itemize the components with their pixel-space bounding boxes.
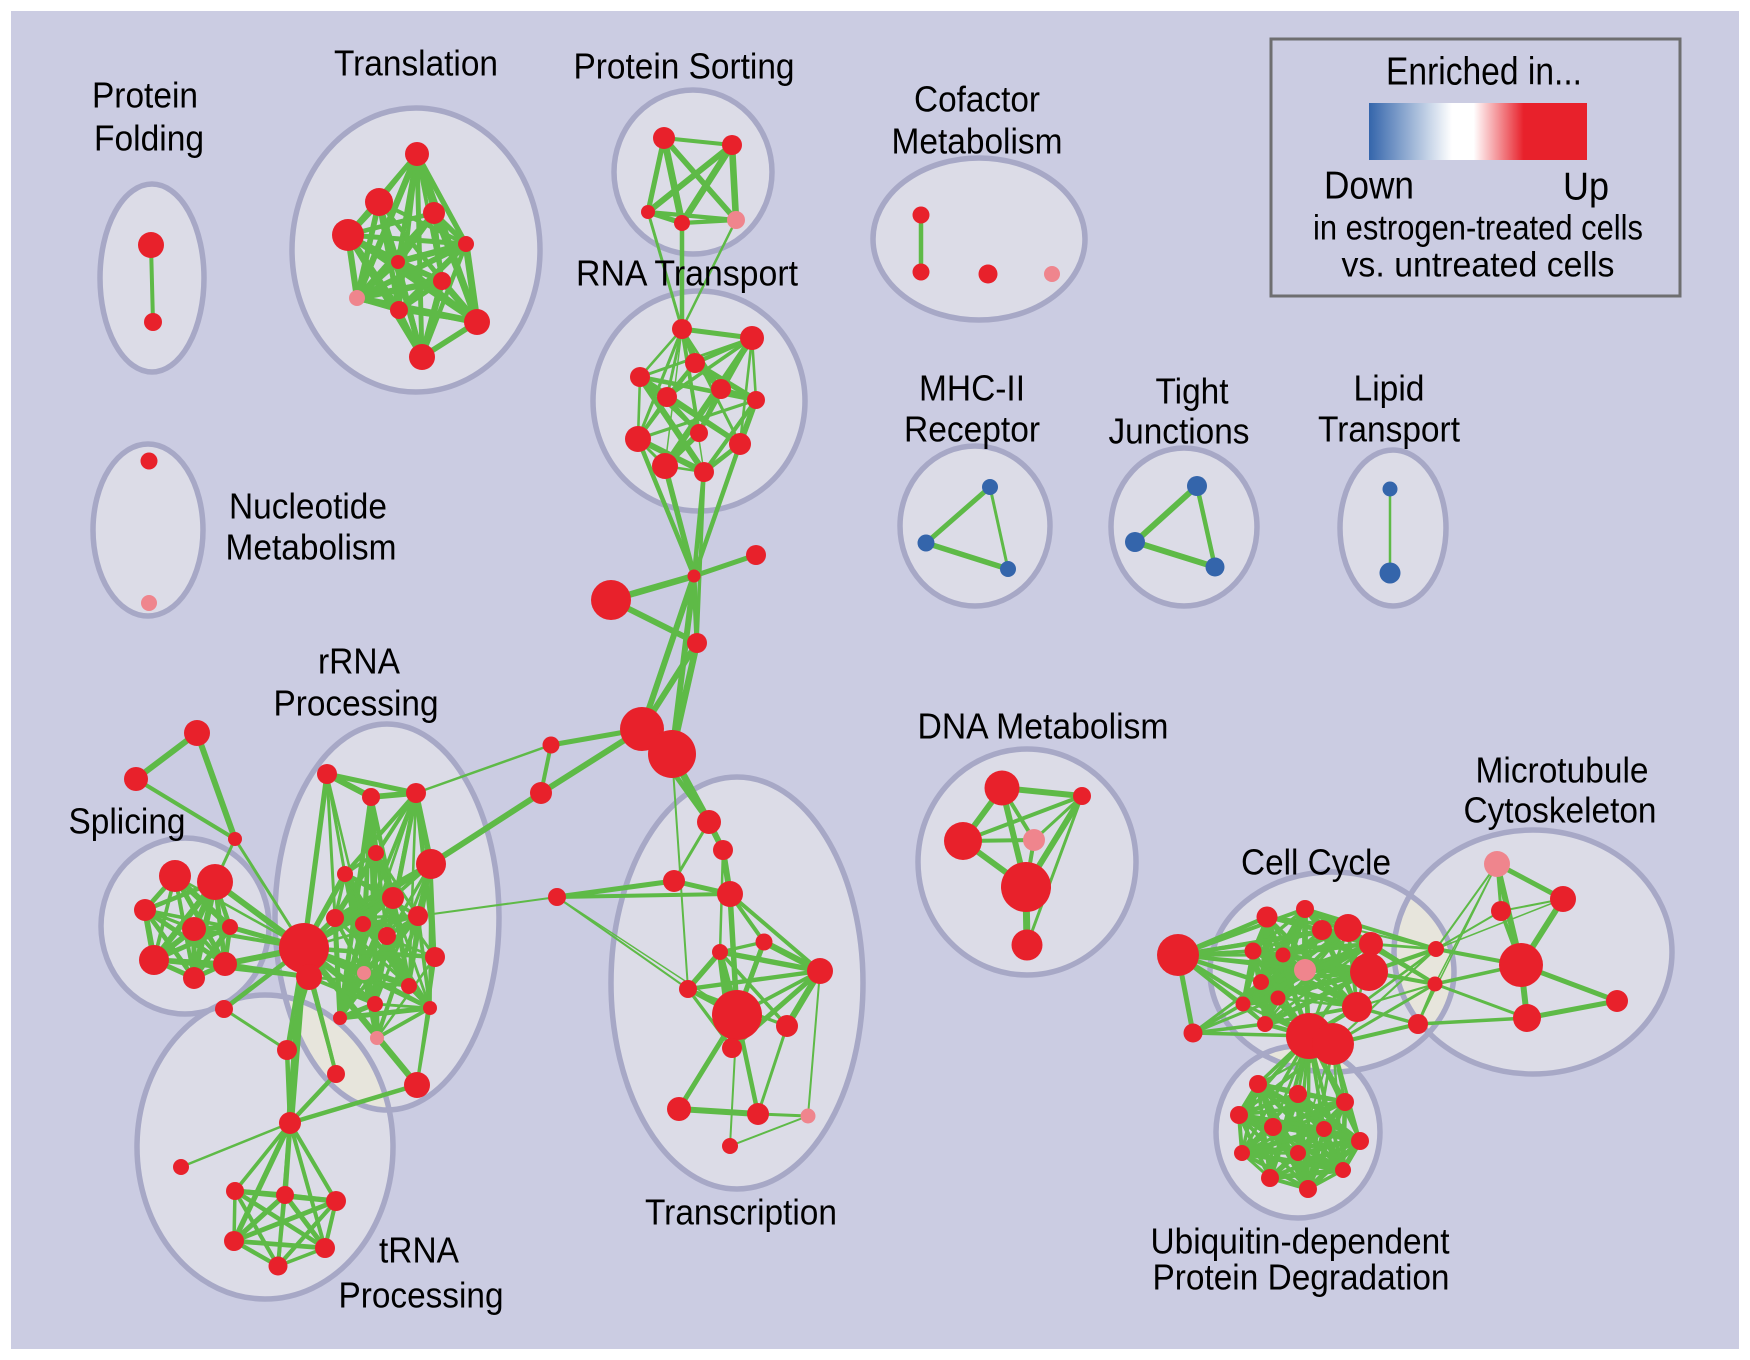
svg-text:Microtubule: Microtubule bbox=[1476, 750, 1649, 791]
svg-text:Splicing: Splicing bbox=[69, 801, 186, 842]
svg-text:Processing: Processing bbox=[274, 683, 439, 724]
svg-text:RNA Transport: RNA Transport bbox=[576, 253, 798, 294]
svg-text:Folding: Folding bbox=[94, 118, 204, 159]
svg-text:Translation: Translation bbox=[334, 43, 498, 84]
svg-text:Receptor: Receptor bbox=[904, 409, 1040, 450]
svg-text:Transcription: Transcription bbox=[645, 1192, 837, 1233]
svg-text:vs. untreated cells: vs. untreated cells bbox=[1342, 246, 1615, 285]
svg-text:Down: Down bbox=[1324, 165, 1414, 208]
svg-text:Enriched in...: Enriched in... bbox=[1386, 51, 1582, 94]
svg-text:in estrogen-treated cells: in estrogen-treated cells bbox=[1313, 209, 1643, 248]
svg-text:Lipid: Lipid bbox=[1354, 368, 1425, 409]
svg-text:Cofactor: Cofactor bbox=[914, 79, 1040, 120]
svg-text:rRNA: rRNA bbox=[318, 641, 400, 682]
svg-text:Protein: Protein bbox=[92, 75, 198, 116]
svg-text:Nucleotide: Nucleotide bbox=[229, 486, 387, 527]
svg-text:Cytoskeleton: Cytoskeleton bbox=[1464, 790, 1657, 831]
svg-text:Tight: Tight bbox=[1156, 371, 1229, 412]
svg-text:Metabolism: Metabolism bbox=[226, 527, 397, 568]
svg-text:Processing: Processing bbox=[339, 1275, 504, 1316]
svg-text:Protein Sorting: Protein Sorting bbox=[574, 46, 795, 87]
svg-text:Junctions: Junctions bbox=[1109, 411, 1250, 452]
svg-text:Protein Degradation: Protein Degradation bbox=[1153, 1257, 1450, 1298]
svg-text:DNA Metabolism: DNA Metabolism bbox=[918, 706, 1169, 747]
svg-text:Metabolism: Metabolism bbox=[892, 121, 1063, 162]
svg-text:tRNA: tRNA bbox=[379, 1230, 459, 1271]
svg-text:Up: Up bbox=[1563, 166, 1609, 209]
svg-text:MHC-II: MHC-II bbox=[919, 368, 1025, 409]
svg-text:Cell Cycle: Cell Cycle bbox=[1241, 842, 1391, 883]
svg-text:Ubiquitin-dependent: Ubiquitin-dependent bbox=[1151, 1221, 1450, 1262]
svg-text:Transport: Transport bbox=[1318, 409, 1460, 450]
